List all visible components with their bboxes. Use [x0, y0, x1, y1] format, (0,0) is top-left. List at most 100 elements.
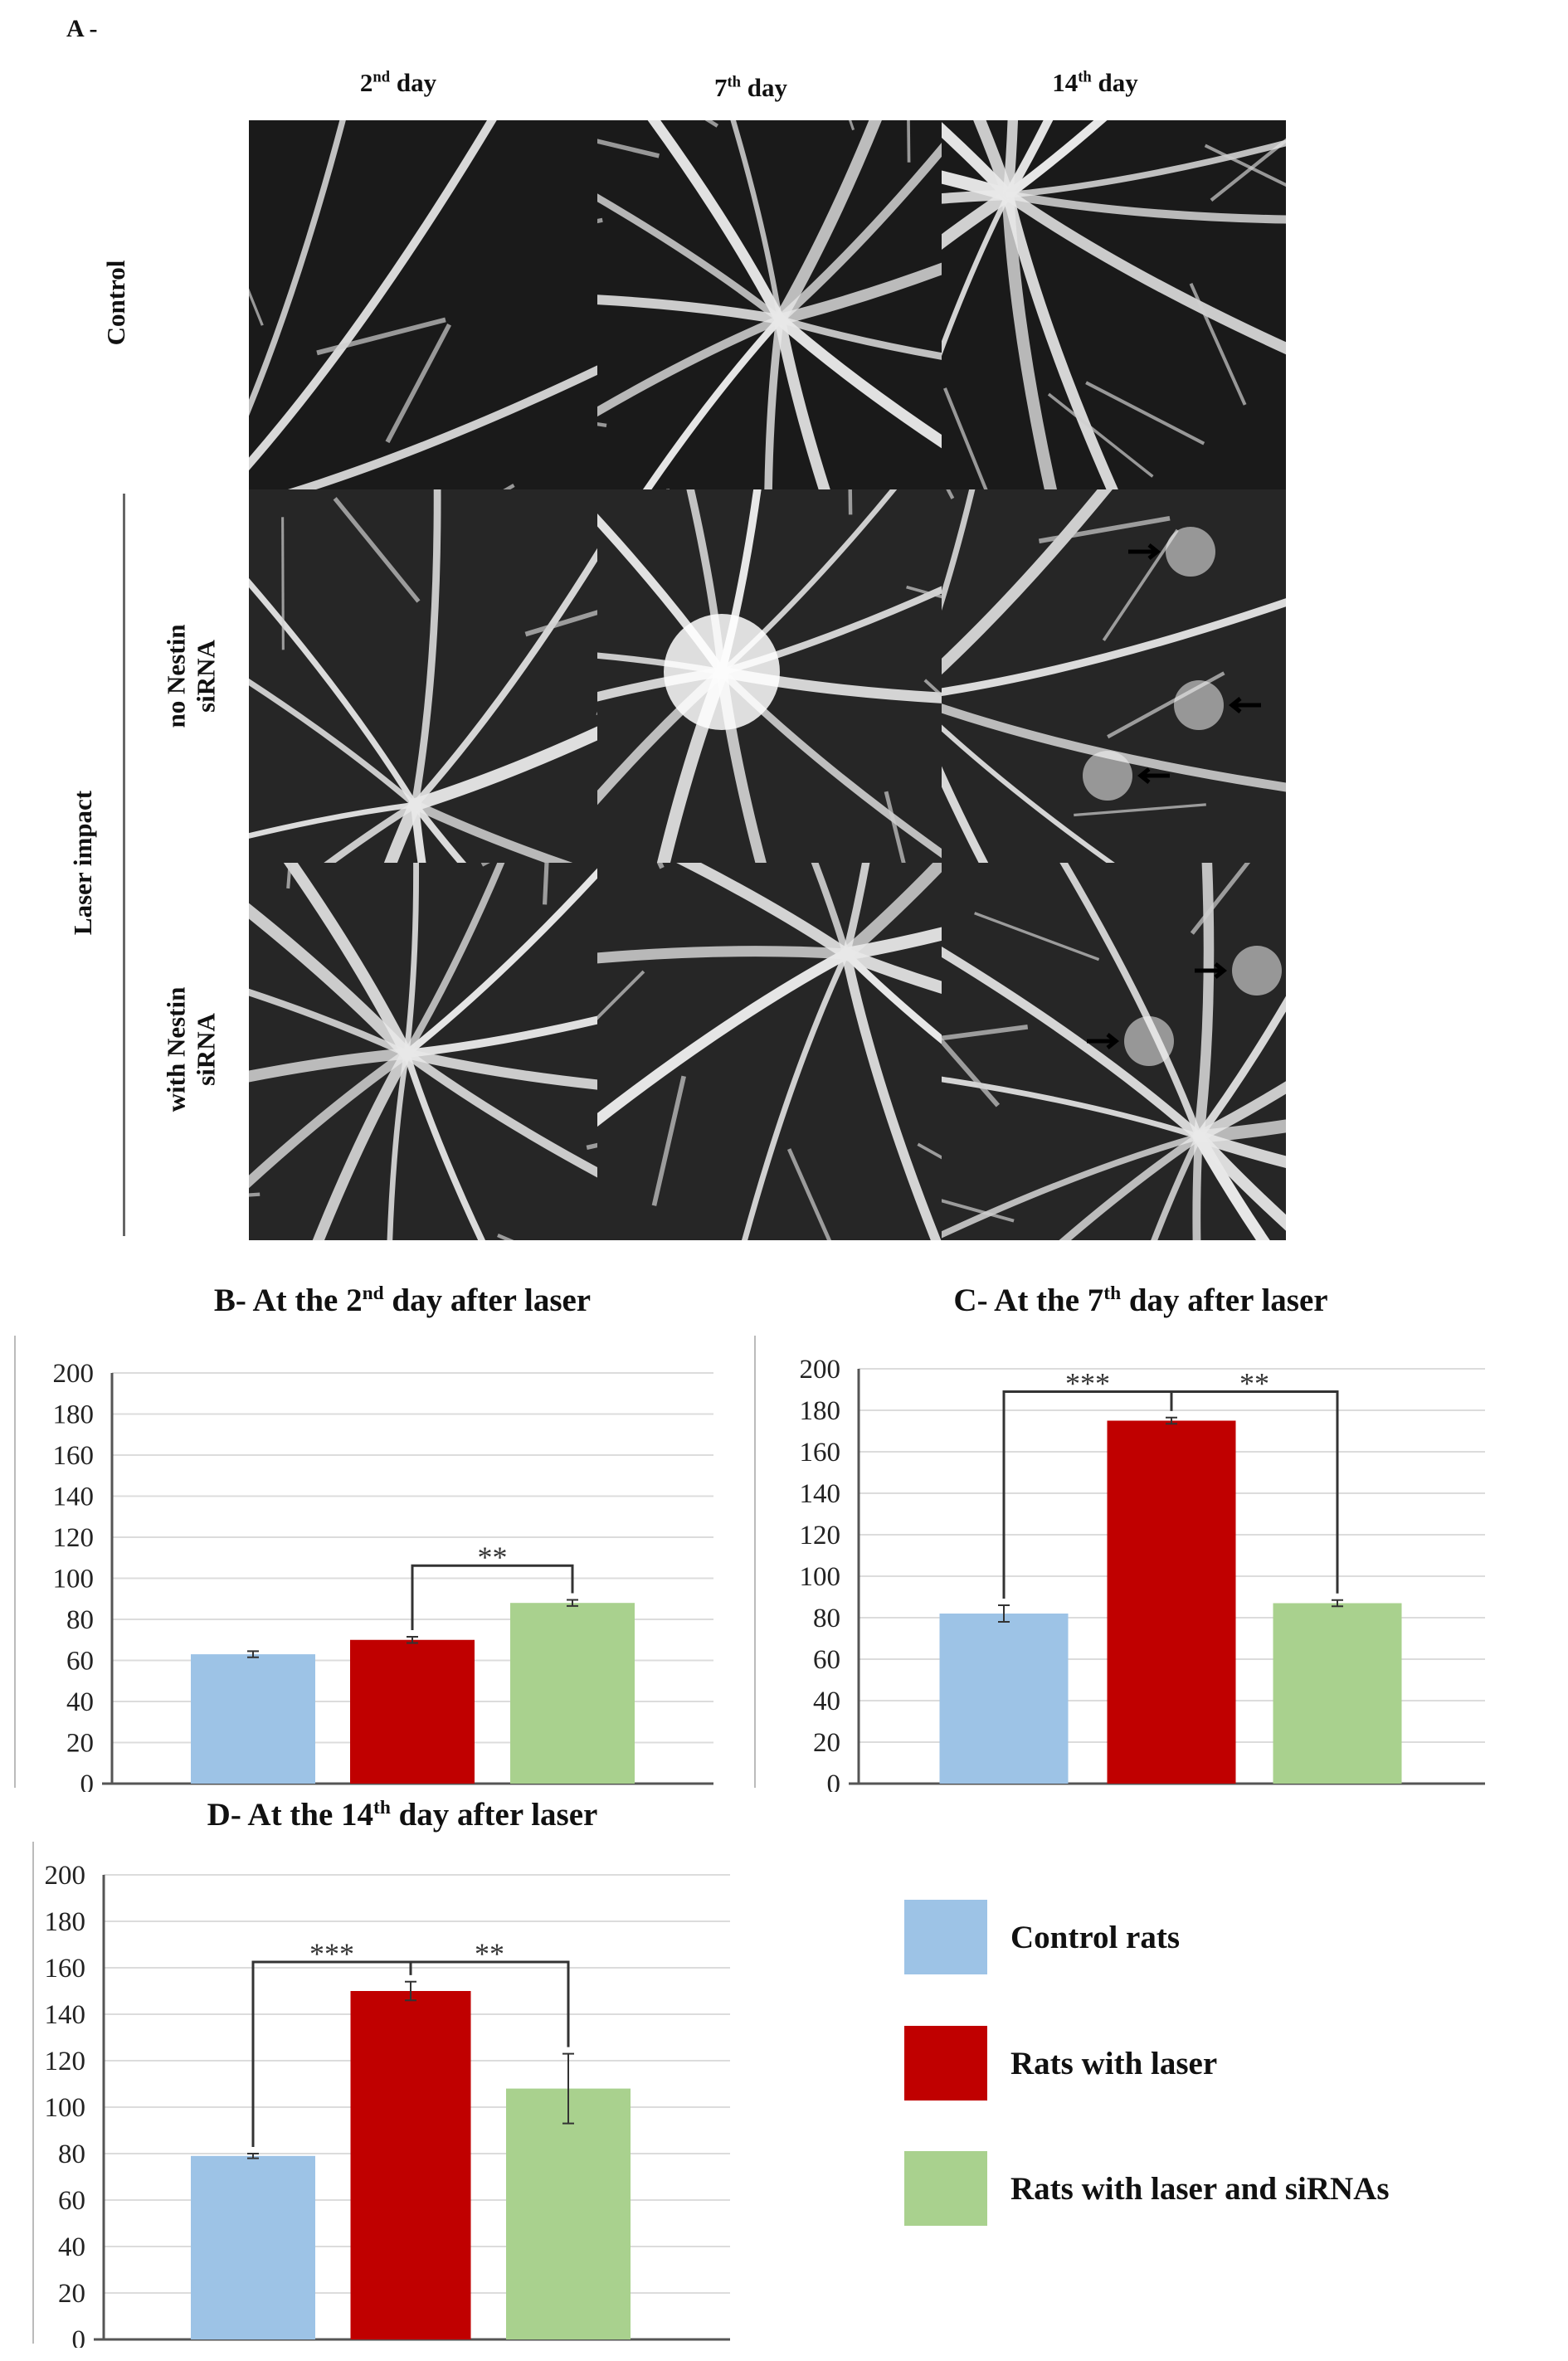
lesion-arrow-icon	[1087, 1033, 1120, 1049]
vessel-mark	[942, 489, 1113, 675]
vessel-mark	[1193, 1081, 1286, 1142]
vessel-mark	[942, 724, 1115, 863]
vessel-mark	[597, 193, 784, 324]
vessel-mark	[597, 667, 727, 806]
vessel-mark	[1192, 1132, 1203, 1240]
no-nestin-day2-angiogram	[249, 489, 597, 863]
vessel-mark	[1002, 120, 1019, 201]
vessel-mark	[842, 950, 942, 1044]
vessel-mark	[716, 666, 942, 703]
y-tick-label: 40	[58, 2232, 85, 2262]
vessel-mark	[942, 1133, 1202, 1239]
vessel-mark	[597, 667, 727, 702]
error-bar-0	[247, 2153, 259, 2159]
bar-2	[506, 2088, 631, 2339]
vessel-mark	[841, 949, 942, 1240]
vessel-mark	[647, 120, 786, 325]
vessel-mark	[942, 598, 1286, 697]
y-tick-label: 200	[800, 1355, 841, 1385]
y-tick-label: 60	[58, 2186, 85, 2216]
chart-c-title: C- At the 7th day after laser	[953, 1283, 1328, 1318]
vessel-mark	[597, 948, 852, 1127]
control-day2-angiogram	[249, 120, 597, 489]
vessel-mark	[1195, 996, 1286, 1141]
row-label-with-nestin: with Nestin siRNA	[161, 986, 220, 1112]
error-bar-0	[998, 1604, 1010, 1623]
vessel-mark	[597, 295, 785, 324]
vessel-mark	[642, 315, 784, 489]
y-tick-label: 60	[66, 1647, 94, 1677]
significance-label: **	[1239, 1367, 1269, 1400]
vessel-mark	[1003, 120, 1108, 200]
y-tick-label: 160	[800, 1438, 841, 1468]
legend-swatch-control	[904, 1900, 987, 1974]
vessel-mark	[764, 315, 784, 489]
chart-c: 0 20 40 60 80 100 120 140 160 180 200 *** **	[738, 1327, 1568, 1799]
y-tick-label: 20	[58, 2279, 85, 2309]
vessel-mark	[1193, 1131, 1270, 1240]
vessel-mark	[1002, 189, 1118, 489]
chart-b: 0 20 40 60 80 100 120 140 160 180 200 **	[0, 1327, 747, 1799]
vessel-mark	[387, 1050, 410, 1240]
y-tick-label: 160	[53, 1441, 95, 1471]
vessel-mark	[1151, 1133, 1202, 1240]
vessel-mark	[774, 262, 942, 325]
y-tick-label: 80	[66, 1605, 94, 1635]
vessel-mark	[776, 315, 942, 360]
significance-bracket	[409, 1960, 570, 2047]
vessel-mark	[324, 801, 419, 863]
vessel-mark	[402, 863, 505, 1058]
vessel-mark	[686, 489, 726, 676]
vessel-mark	[283, 863, 412, 1059]
lesion-arrow-icon	[1195, 962, 1228, 979]
vessel-mark	[1192, 1130, 1286, 1231]
bar-2	[510, 1603, 635, 1784]
vessel-mark	[718, 489, 762, 676]
vessel-mark	[730, 120, 783, 323]
bar-2	[1273, 1603, 1402, 1784]
vessel-mark	[942, 1076, 1202, 1140]
error-bar-0	[247, 1650, 259, 1658]
vessel-mark	[402, 1015, 597, 1058]
legend-swatch-sirna	[904, 2151, 987, 2226]
y-tick-label: 160	[45, 1954, 86, 1984]
bar-0	[191, 2155, 315, 2339]
vessel-mark	[1059, 863, 1203, 1141]
row-label-laser-impact: Laser impact	[68, 790, 98, 936]
row-label-control: Control	[101, 260, 131, 346]
vessel-mark	[1002, 189, 1286, 355]
vessel-mark	[656, 665, 728, 863]
lesion-arrow-icon	[1128, 543, 1161, 560]
vessel-mark	[1192, 1119, 1286, 1143]
y-tick-label: 100	[45, 2093, 86, 2123]
vessel-mark	[718, 489, 898, 675]
legend-label-laser: Rats with laser	[1010, 2045, 1218, 2081]
vessel-mark	[411, 548, 597, 809]
legend-item-sirna: Rats with laser and siRNAs	[904, 2151, 1390, 2226]
y-tick-label: 180	[53, 1400, 95, 1430]
vessel-mark	[249, 988, 411, 1058]
vessel-mark	[249, 577, 418, 808]
vessel-mark	[774, 314, 830, 489]
vessel-mark	[402, 868, 597, 1058]
vessel-mark	[1001, 188, 1058, 489]
bar-1	[350, 1991, 471, 2339]
vessel-mark	[1059, 1132, 1203, 1240]
vessel-mark	[742, 951, 850, 1240]
vessel-mark	[942, 192, 1011, 357]
no-nestin-day7-angiogram	[597, 489, 942, 863]
y-tick-label: 140	[53, 1482, 95, 1512]
vessel-mark	[773, 120, 882, 326]
significance-bracket	[411, 1564, 574, 1631]
legend-label-sirna: Rats with laser and siRNAs	[1010, 2170, 1390, 2207]
y-tick-label: 0	[80, 1770, 95, 1792]
error-bar-2	[562, 2052, 574, 2125]
vessel-mark	[597, 946, 852, 964]
vessel-mark	[840, 947, 942, 994]
with-nestin-day2-angiogram	[249, 863, 597, 1240]
y-tick-label: 180	[45, 1907, 86, 1937]
lesion-arrow-icon	[1137, 767, 1170, 784]
vessel-mark	[403, 863, 420, 1057]
error-bar-1	[1166, 1416, 1177, 1425]
panel-a-label: A -	[66, 15, 98, 42]
